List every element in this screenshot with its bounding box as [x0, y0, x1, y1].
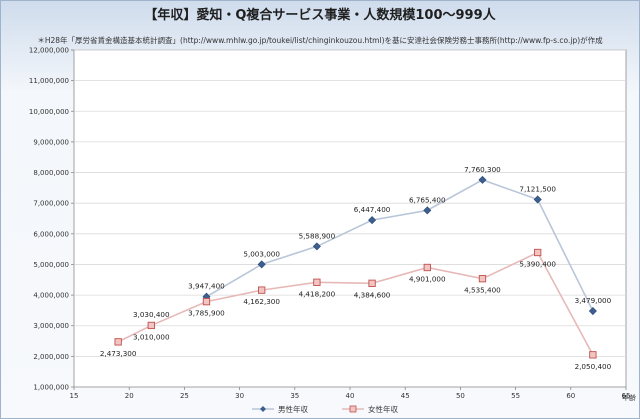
legend-marker-female	[349, 405, 357, 413]
y-tick-label: 8,000,000	[33, 169, 69, 177]
legend-marker-male	[260, 406, 266, 412]
data-label: 3,785,900	[188, 309, 225, 318]
data-label: 4,535,400	[464, 286, 501, 295]
data-label: 6,765,400	[409, 195, 446, 204]
data-point-female	[534, 248, 542, 257]
data-point-male	[312, 242, 321, 251]
data-point-female	[478, 275, 487, 283]
data-label: 6,447,400	[354, 205, 391, 214]
x-tick-label: 35	[290, 392, 299, 400]
chart-title: 【年収】愛知・Q複合サービス事業・人数規模100～999人	[144, 8, 496, 23]
data-point-female	[258, 286, 266, 294]
data-label: 5,390,400	[519, 259, 556, 268]
data-label: 7,121,500	[519, 184, 556, 193]
y-tick-label: 12,000,000	[29, 47, 69, 55]
annotation-label: 3,030,400	[133, 310, 170, 319]
legend-label: 男性年収	[278, 404, 308, 414]
data-label: 2,050,400	[575, 362, 612, 371]
data-point-female	[202, 298, 211, 306]
x-tick-label: 20	[125, 392, 134, 400]
y-tick-label: 4,000,000	[33, 292, 69, 300]
x-axis-label: 年齢	[622, 393, 636, 402]
x-tick-label: 65	[622, 392, 631, 400]
x-tick-label: 50	[456, 392, 465, 400]
data-point-male	[368, 216, 377, 225]
y-tick-label: 5,000,000	[33, 261, 69, 269]
x-tick-label: 30	[235, 392, 244, 400]
data-point-female	[147, 321, 155, 330]
y-tick-label: 9,000,000	[33, 138, 69, 146]
data-point-female	[423, 263, 431, 272]
y-tick-label: 2,000,000	[33, 353, 69, 361]
data-point-female	[589, 351, 597, 359]
x-tick-label: 45	[401, 392, 410, 400]
series-line	[117, 251, 594, 356]
data-label: 2,473,300	[100, 349, 137, 358]
y-tick-label: 11,000,000	[29, 77, 69, 85]
x-tick-label: 15	[70, 392, 79, 400]
data-label: 3,479,000	[575, 296, 612, 305]
data-point-male	[423, 206, 432, 215]
data-label: 3,947,400	[188, 282, 225, 291]
x-tick-label: 55	[511, 392, 520, 400]
y-tick-label: 10,000,000	[29, 108, 69, 116]
data-point-male	[533, 195, 542, 204]
data-label: 4,162,300	[243, 297, 280, 306]
y-tick-label: 6,000,000	[33, 230, 69, 238]
y-tick-label: 7,000,000	[33, 200, 69, 208]
data-label: 5,588,900	[299, 231, 336, 240]
data-label: 4,384,600	[354, 290, 391, 299]
data-point-female	[313, 278, 321, 286]
x-tick-label: 40	[346, 392, 355, 400]
legend-label: 女性年収	[368, 404, 398, 414]
y-tick-label: 3,000,000	[33, 322, 69, 330]
data-point-male	[588, 307, 597, 316]
x-tick-label: 60	[566, 392, 575, 400]
chart-source-note: ＊H28年「厚労省賃金構造基本統計調査」(http://www.mhlw.go.…	[37, 36, 603, 45]
data-point-male	[478, 175, 487, 184]
y-tick-label: 1,000,000	[33, 384, 69, 392]
data-label: 4,901,000	[409, 274, 446, 283]
data-point-female	[368, 279, 376, 287]
data-label: 5,003,000	[243, 249, 280, 258]
x-tick-label: 25	[180, 392, 189, 400]
data-label: 7,760,300	[464, 165, 501, 174]
data-point-female	[114, 338, 122, 346]
data-label: 4,418,200	[299, 289, 336, 298]
data-point-male	[257, 260, 266, 269]
data-label: 3,010,000	[133, 332, 170, 341]
plot-area	[73, 49, 627, 388]
series-line	[206, 179, 594, 312]
